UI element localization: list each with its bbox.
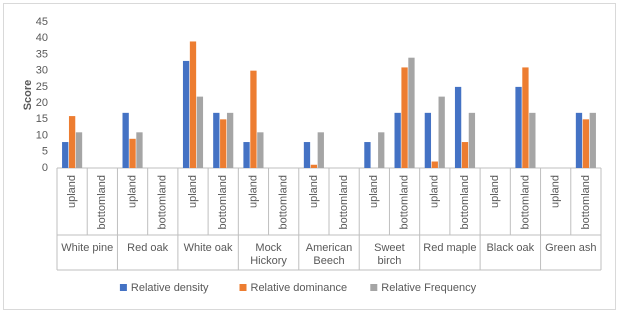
- bar: [62, 142, 69, 168]
- group-label: Black oak: [486, 242, 535, 254]
- legend-label: Relative dominance: [251, 282, 348, 294]
- bar: [68, 116, 76, 168]
- bar: [378, 132, 385, 168]
- bar: [129, 138, 136, 168]
- x-tick-label: upland: [187, 175, 199, 208]
- bar: [226, 112, 234, 168]
- legend-swatch: [239, 284, 247, 291]
- x-tick-label: bottomland: [398, 175, 410, 229]
- y-tick-label: 20: [36, 97, 48, 109]
- y-tick-label: 25: [36, 81, 48, 93]
- legend-label: Relative density: [131, 282, 209, 294]
- bar: [522, 67, 529, 168]
- x-tick-label: bottomland: [217, 175, 229, 229]
- bar: [303, 142, 311, 168]
- x-tick-label: bottomland: [338, 175, 350, 229]
- group-label: Red maple: [423, 242, 477, 254]
- bar: [401, 67, 408, 168]
- x-tick-label: upland: [429, 175, 441, 208]
- bar: [213, 112, 220, 168]
- bar: [196, 96, 204, 168]
- legend-swatch: [119, 284, 127, 291]
- y-tick-label: 5: [42, 146, 48, 158]
- bar: [220, 119, 227, 168]
- bar: [461, 142, 469, 168]
- bar: [317, 132, 324, 168]
- x-tick-label: bottomland: [519, 175, 531, 229]
- bar: [257, 132, 264, 168]
- group-label: White pine: [61, 242, 114, 254]
- bar: [243, 142, 250, 168]
- y-tick-label: 10: [36, 129, 48, 141]
- bar: [515, 86, 522, 168]
- bar: [408, 57, 415, 168]
- bar: [431, 161, 438, 168]
- x-tick-label: bottomland: [580, 175, 592, 229]
- y-tick-label: 45: [36, 16, 48, 28]
- x-tick-label: upland: [368, 175, 380, 208]
- bar: [182, 60, 190, 168]
- x-tick-label: bottomland: [459, 175, 471, 229]
- bar: [468, 112, 476, 168]
- bar: [75, 132, 83, 168]
- y-tick-label: 35: [36, 48, 48, 60]
- bar: [136, 132, 143, 168]
- bar: [394, 112, 401, 168]
- bar: [122, 112, 129, 168]
- x-tick-label: bottomland: [278, 175, 290, 229]
- bar: [582, 119, 590, 168]
- bar: [364, 142, 371, 168]
- group-label: Green ash: [545, 242, 597, 254]
- bar: [250, 70, 257, 168]
- x-tick-label: bottomland: [157, 175, 169, 229]
- y-tick-label: 30: [36, 65, 48, 77]
- x-tick-label: upland: [550, 175, 562, 208]
- bar: [310, 164, 318, 168]
- group-label: Sweet birch: [374, 242, 405, 267]
- bar: [424, 112, 432, 168]
- bar: [529, 112, 536, 168]
- bar: [438, 96, 445, 168]
- y-tick-label: 15: [36, 113, 48, 125]
- group-label: Mock Hickory: [250, 242, 287, 267]
- group-label: Red oak: [127, 242, 169, 254]
- x-tick-label: upland: [126, 175, 138, 208]
- x-tick-label: upland: [247, 175, 259, 208]
- x-tick-label: upland: [66, 175, 78, 208]
- x-tick-label: upland: [308, 175, 320, 208]
- y-tick-label: 40: [36, 32, 48, 44]
- legend-label: Relative Frequency: [381, 282, 476, 294]
- group-label: White oak: [183, 242, 233, 254]
- y-tick-label: 0: [42, 162, 48, 174]
- group-label: American Beech: [305, 242, 353, 267]
- y-axis-label: Score: [22, 80, 34, 111]
- bar: [575, 112, 583, 168]
- x-tick-label: upland: [489, 175, 501, 208]
- bar: [189, 41, 197, 168]
- bar: [589, 112, 596, 168]
- x-tick-label: bottomland: [96, 175, 108, 229]
- bar: [454, 86, 462, 168]
- legend-swatch: [370, 284, 378, 291]
